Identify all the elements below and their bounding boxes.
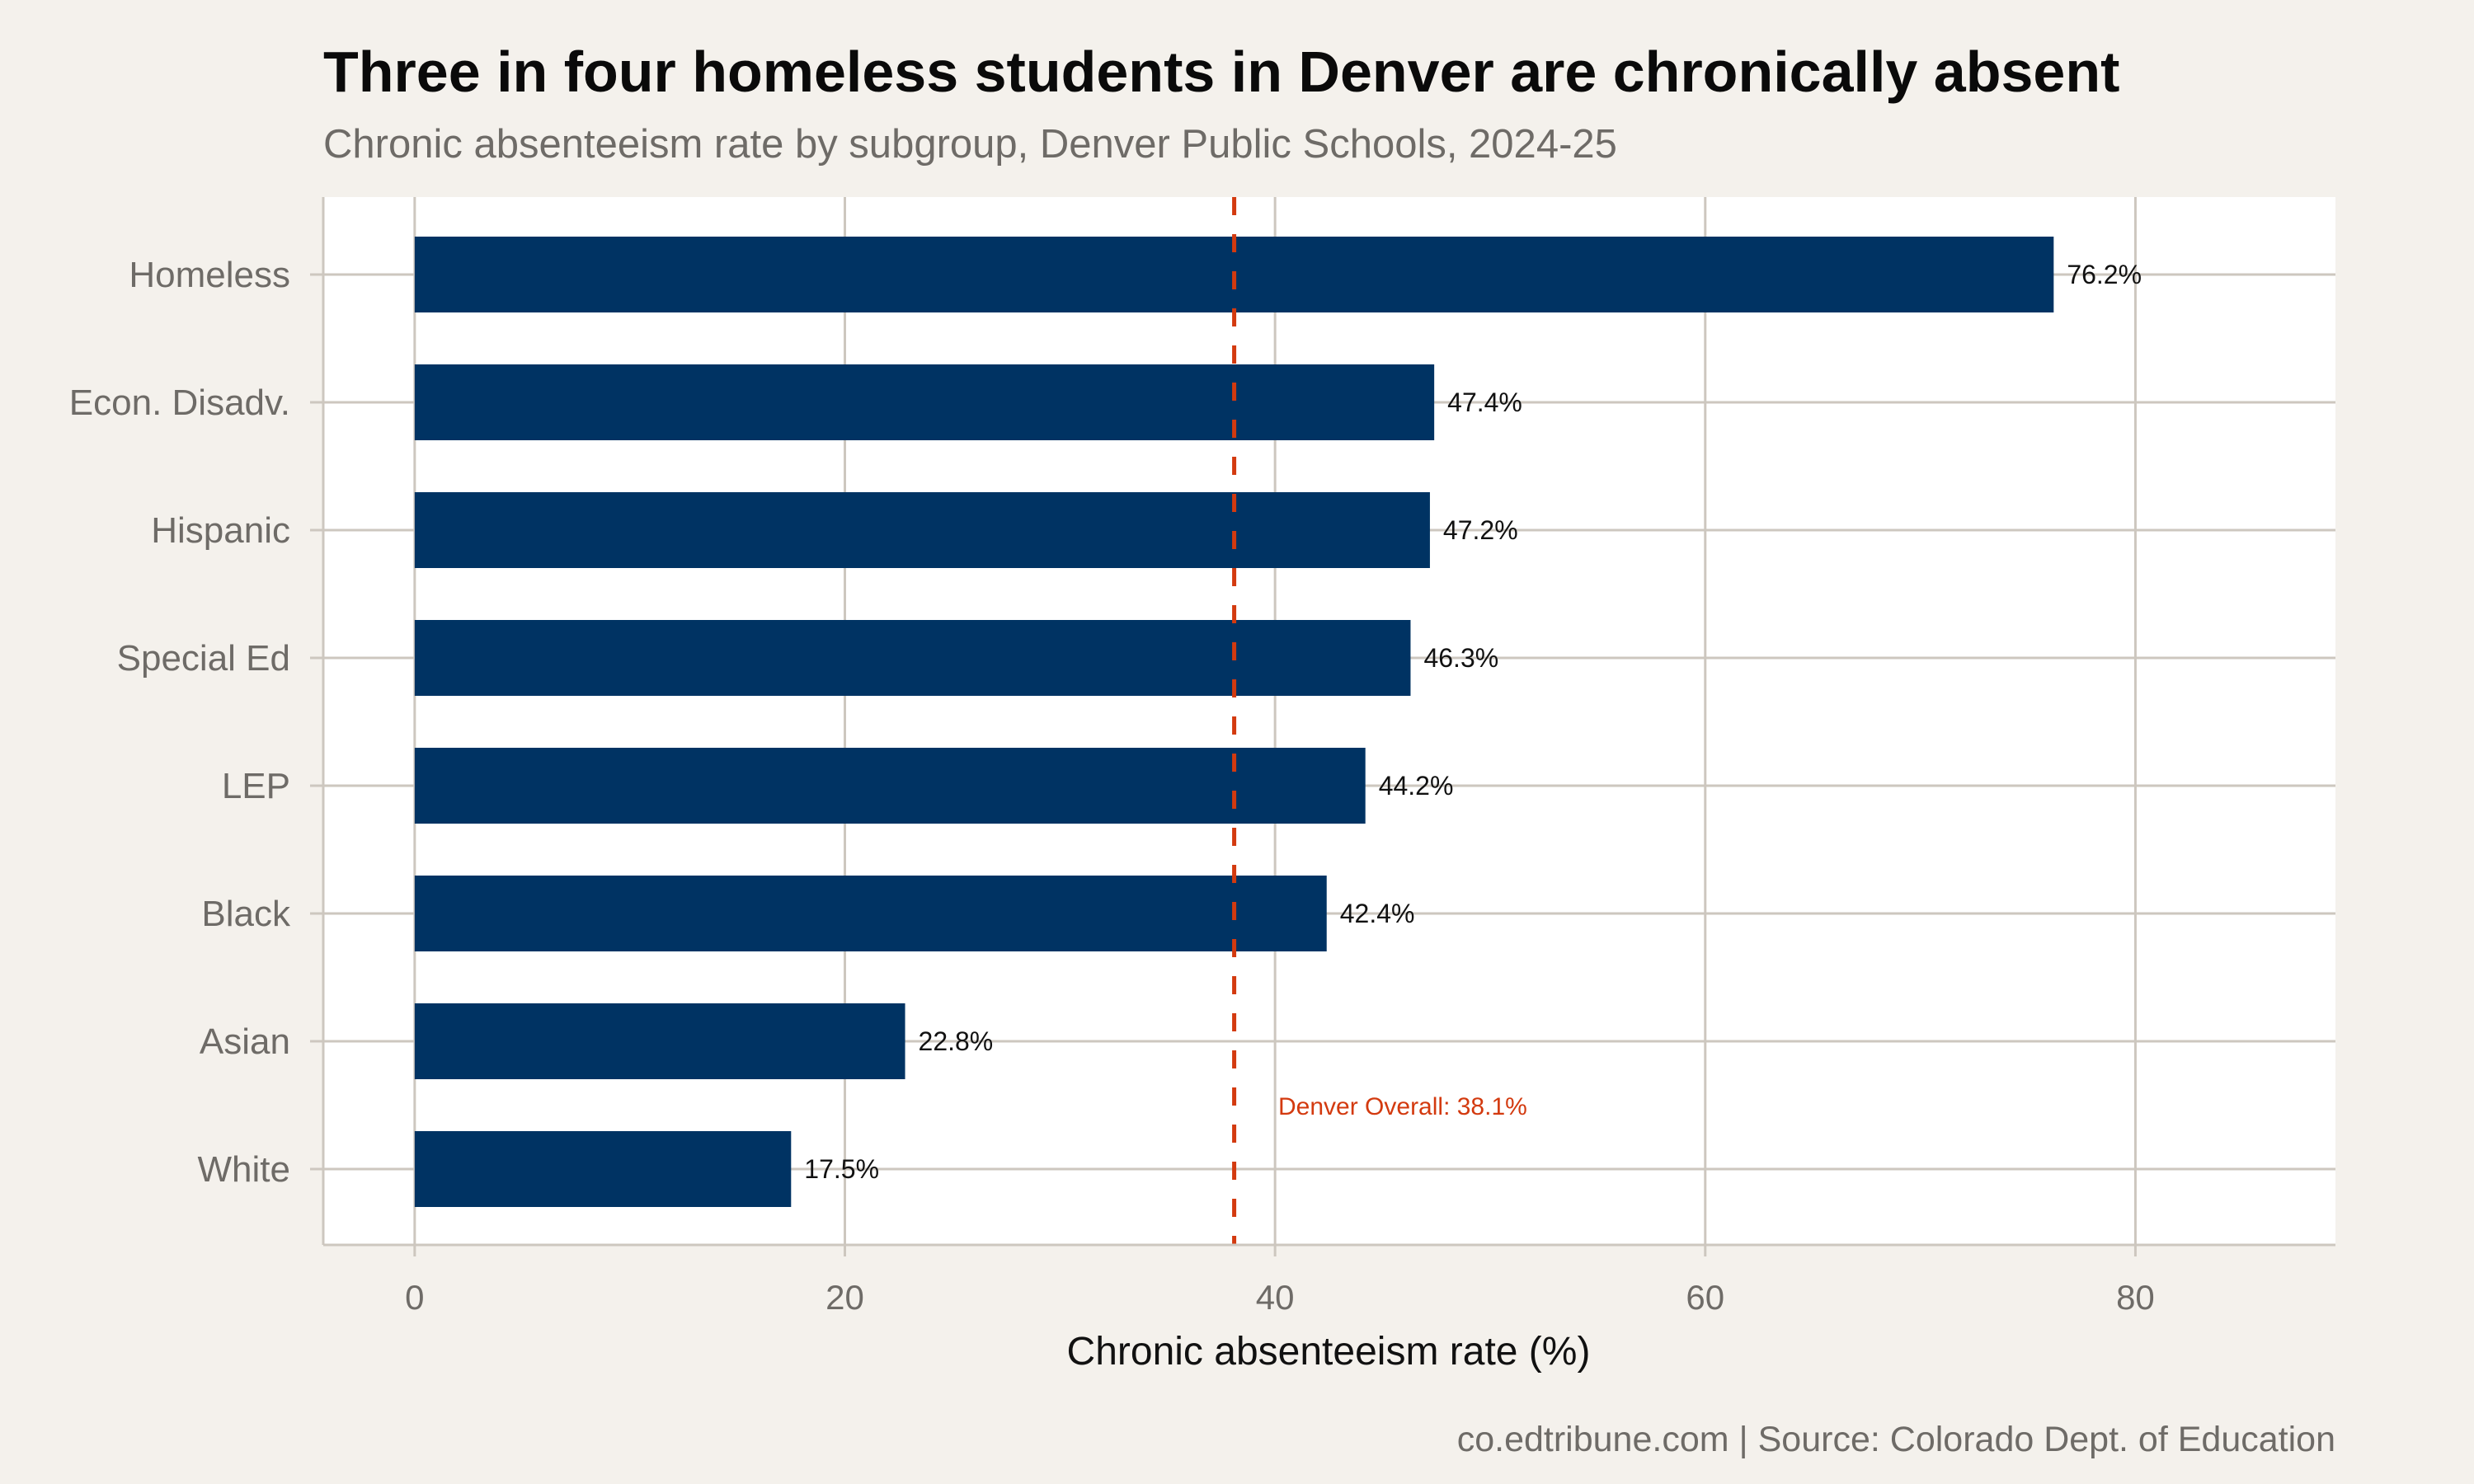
chart-subtitle: Chronic absenteeism rate by subgroup, De…	[323, 122, 1617, 167]
reference-line-label: Denver Overall: 38.1%	[1278, 1093, 1527, 1120]
bar	[414, 876, 1327, 951]
bar	[414, 748, 1366, 824]
plot-panel	[323, 197, 2335, 1245]
bar-value-label: 47.4%	[1447, 387, 1522, 417]
x-tick-label: 0	[405, 1278, 424, 1317]
bar-value-label: 17.5%	[804, 1154, 879, 1184]
y-tick-label: Black	[201, 894, 291, 934]
y-tick-label: White	[198, 1149, 290, 1190]
bar	[414, 492, 1430, 568]
bar	[414, 1131, 792, 1207]
bar	[414, 364, 1435, 440]
y-tick-label: Special Ed	[117, 638, 290, 679]
y-tick-label: Econ. Disadv.	[69, 383, 290, 423]
bar-value-label: 46.3%	[1423, 643, 1498, 673]
y-tick-label: Hispanic	[151, 510, 290, 551]
x-tick-label: 80	[2116, 1278, 2155, 1317]
chart-title: Three in four homeless students in Denve…	[323, 40, 2119, 104]
y-tick-label: LEP	[222, 766, 290, 806]
bar	[414, 1003, 905, 1079]
bar-value-label: 76.2%	[2067, 260, 2142, 289]
x-tick-label: 60	[1686, 1278, 1724, 1317]
caption: co.edtribune.com | Source: Colorado Dept…	[1457, 1420, 2335, 1459]
bar-value-label: 47.2%	[1443, 515, 1518, 545]
bar	[414, 620, 1411, 696]
y-tick-label: Homeless	[129, 255, 290, 295]
bar-value-label: 22.8%	[919, 1026, 994, 1056]
x-tick-label: 40	[1256, 1278, 1295, 1317]
bar-value-label: 42.4%	[1340, 899, 1415, 928]
x-tick-label: 20	[825, 1278, 864, 1317]
x-axis-title: Chronic absenteeism rate (%)	[1067, 1330, 1591, 1374]
y-tick-label: Asian	[200, 1021, 290, 1062]
bar-value-label: 44.2%	[1379, 771, 1454, 801]
